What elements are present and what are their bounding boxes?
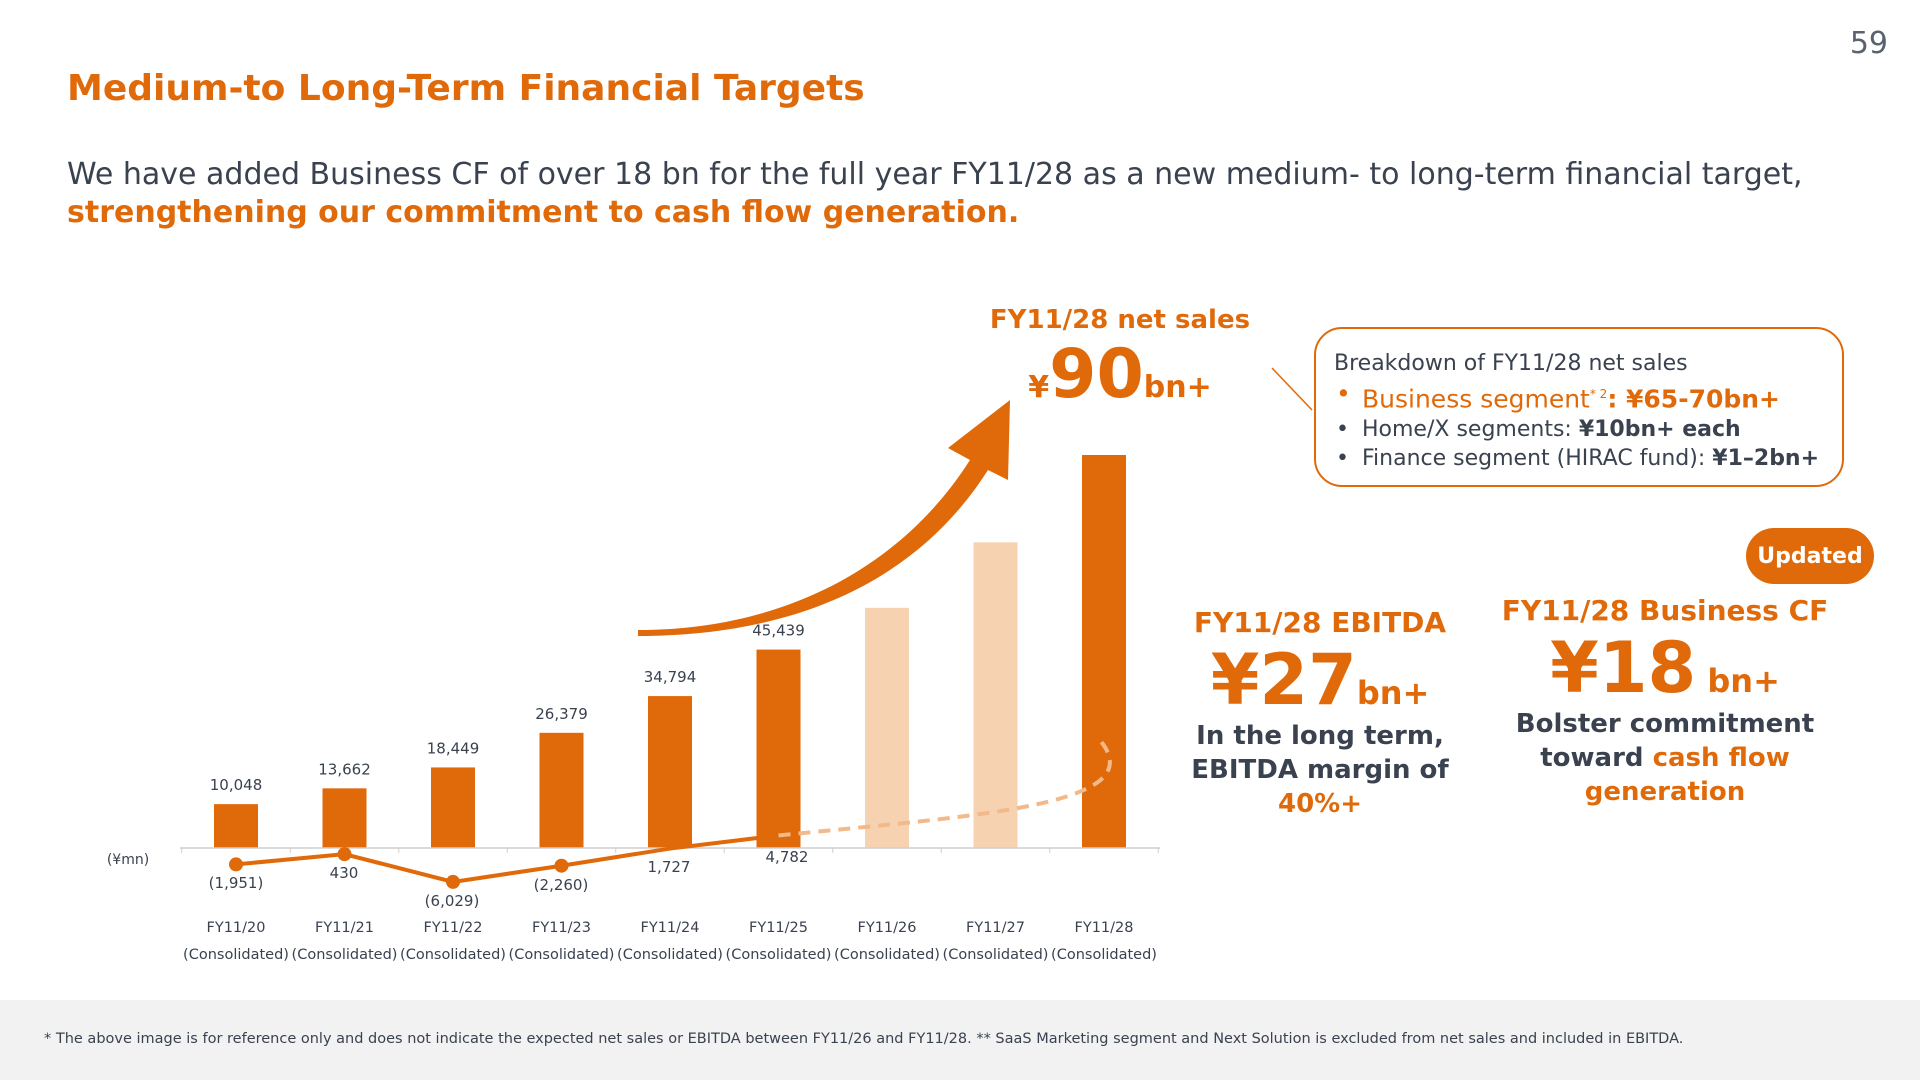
ebitda-point: [337, 847, 352, 862]
bar-fy11-24: [648, 696, 692, 848]
net-sales-breakdown-box: Breakdown of FY11/28 net sales Business …: [1314, 327, 1844, 487]
breakdown-item-homex: Home/X segments: ¥10bn+ each: [1334, 415, 1824, 444]
breakdown-item-value: ¥10bn+ each: [1578, 417, 1741, 443]
callout-connector: [1271, 367, 1313, 411]
ebitda-projection-line: [778, 736, 1112, 838]
bar-fy11-26: [865, 607, 909, 848]
x-tick-sublabel: (Consolidated): [617, 947, 723, 963]
net-sales-number: 90: [1049, 335, 1144, 414]
bar-fy11-21: [322, 788, 367, 848]
business-cf-label: FY11/28 Business CF: [1501, 594, 1829, 627]
x-tick-label: FY11/21: [315, 920, 374, 936]
business-cf-desc-line-2b: cash flow: [1652, 743, 1790, 773]
bar-value-label: 18,449: [427, 739, 480, 757]
footer-band: [0, 1000, 1920, 1080]
bar-value-label: 34,794: [644, 668, 697, 686]
footnote: * The above image is for reference only …: [44, 1031, 1684, 1047]
ebitda-description: In the long term, EBITDA margin of 40%+: [1190, 719, 1450, 821]
bar-value-label: 26,379: [535, 705, 588, 723]
ebitda-value-label: 430: [330, 864, 359, 882]
business-cf-target: FY11/28 Business CF ¥18 bn+ Bolster comm…: [1500, 594, 1830, 809]
ebitda-desc-line-3: 40%+: [1277, 789, 1363, 819]
net-sales-target: FY11/28 net sales ¥90bn+: [980, 305, 1260, 428]
ebitda-value-label: (1,951): [209, 874, 264, 892]
x-tick-sublabel: (Consolidated): [943, 947, 1049, 963]
breakdown-note-mark: * 2: [1589, 387, 1608, 401]
bar-value-label: 10,048: [210, 776, 263, 794]
breakdown-item-finance: Finance segment (HIRAC fund): ¥1–2bn+: [1334, 444, 1824, 473]
net-sales-suffix: bn+: [1143, 370, 1212, 405]
business-cf-number: ¥18: [1550, 627, 1697, 709]
business-cf-description: Bolster commitment toward cash flow gene…: [1500, 707, 1830, 809]
ebitda-line: [235, 833, 779, 884]
business-cf-suffix: bn+: [1696, 662, 1780, 700]
x-tick-label: FY11/22: [424, 920, 483, 936]
ebitda-suffix: bn+: [1356, 674, 1430, 712]
bar-fy11-28: [1082, 455, 1126, 848]
business-cf-desc-line-3: generation: [1584, 777, 1746, 807]
ebitda-value-label: 1,727: [648, 858, 691, 876]
bar-fy11-25: [756, 649, 801, 848]
x-tick-sublabel: (Consolidated): [400, 947, 506, 963]
bar-fy11-23: [539, 732, 584, 848]
ebitda-point: [554, 858, 569, 873]
x-tick-sublabel: (Consolidated): [292, 947, 398, 963]
business-cf-desc-line-2: toward cash flow: [1500, 741, 1830, 775]
business-cf-desc-line-1: Bolster commitment: [1515, 709, 1815, 739]
ebitda-value-label: (6,029): [425, 892, 480, 910]
lead-line-1: We have added Business CF of over 18 bn …: [67, 157, 1803, 192]
ebitda-desc-line-1: In the long term,: [1196, 721, 1444, 751]
ebitda-target: FY11/28 EBITDA ¥27bn+ In the long term, …: [1190, 606, 1450, 821]
ebitda-label: FY11/28 EBITDA: [1193, 606, 1447, 639]
bar-value-label: 13,662: [318, 760, 371, 778]
unit-label: (¥mn): [107, 852, 149, 868]
x-tick-label: FY11/25: [749, 920, 808, 936]
breakdown-item-label: Home/X segments:: [1362, 417, 1579, 443]
ebitda-point: [446, 874, 460, 889]
updated-badge: Updated: [1746, 528, 1874, 584]
business-cf-desc-line-2a: toward: [1540, 743, 1653, 773]
lead-text: We have added Business CF of over 18 bn …: [67, 156, 1803, 232]
x-tick-sublabel: (Consolidated): [726, 947, 832, 963]
bar-fy11-22: [431, 767, 475, 848]
page-number: 59: [1849, 26, 1888, 61]
bar-fy11-20: [214, 804, 258, 848]
ebitda-value-label: (2,260): [534, 876, 589, 894]
breakdown-item-value: : ¥65-70bn+: [1607, 384, 1781, 414]
page-title: Medium-to Long-Term Financial Targets: [67, 68, 865, 109]
ebitda-value: ¥27bn+: [1190, 645, 1450, 715]
ebitda-desc-line-2: EBITDA margin of: [1191, 755, 1449, 785]
breakdown-heading: Breakdown of FY11/28 net sales: [1334, 351, 1688, 376]
ebitda-number: ¥27: [1210, 639, 1357, 721]
bar-value-label: 45,439: [752, 622, 805, 640]
net-sales-value: ¥90bn+: [980, 335, 1260, 428]
breakdown-item-label: Business segment: [1362, 384, 1590, 414]
lead-line-2: strengthening our commitment to cash flo…: [67, 195, 1020, 230]
sales-ebitda-chart: (¥mn) 10,048 FY11/20 (Consolidated) 13,662 F…: [107, 367, 1313, 963]
growth-arrow: [638, 400, 1010, 636]
ebitda-point: [229, 857, 243, 872]
net-sales-label: FY11/28 net sales: [989, 305, 1251, 335]
x-tick-label: FY11/23: [532, 920, 591, 936]
x-tick-sublabel: (Consolidated): [834, 947, 940, 963]
x-tick-label: FY11/24: [641, 920, 700, 936]
x-tick-label: FY11/27: [966, 920, 1025, 936]
x-tick-sublabel: (Consolidated): [509, 947, 615, 963]
growth-arrow-body: [638, 400, 1010, 636]
bar-fy11-27: [973, 542, 1018, 848]
x-tick-sublabel: (Consolidated): [1051, 947, 1157, 963]
net-sales-currency: ¥: [1028, 370, 1050, 405]
ebitda-value-label: 4,782: [766, 848, 809, 866]
breakdown-item-business: Business segment* 2: ¥65-70bn+: [1334, 378, 1824, 415]
x-tick-sublabel: (Consolidated): [183, 947, 289, 963]
business-cf-value: ¥18 bn+: [1500, 633, 1830, 703]
breakdown-item-label: Finance segment (HIRAC fund):: [1362, 446, 1713, 472]
x-tick-label: FY11/20: [207, 920, 266, 936]
x-tick-label: FY11/28: [1075, 920, 1134, 936]
breakdown-item-value: ¥1–2bn+: [1712, 446, 1820, 472]
x-tick-label: FY11/26: [858, 920, 917, 936]
